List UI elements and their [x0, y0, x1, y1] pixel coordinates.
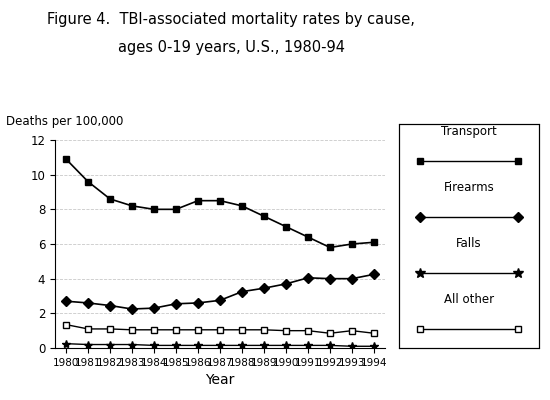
Transport — [283, 224, 289, 229]
All other — [239, 327, 245, 332]
Text: ages 0-19 years, U.S., 1980-94: ages 0-19 years, U.S., 1980-94 — [118, 40, 344, 55]
All other — [283, 328, 289, 333]
Transport — [349, 242, 355, 246]
All other — [327, 331, 333, 336]
Transport — [261, 214, 267, 219]
Line: Transport: Transport — [63, 156, 377, 251]
Line: Falls: Falls — [62, 340, 378, 350]
Firearms — [173, 302, 179, 306]
Transport — [217, 198, 223, 203]
Firearms — [151, 306, 157, 310]
All other — [305, 328, 311, 333]
Firearms — [129, 306, 135, 311]
Falls — [261, 343, 267, 348]
All other — [85, 326, 91, 331]
Firearms — [283, 282, 289, 286]
Transport — [371, 240, 377, 245]
Falls — [195, 343, 201, 348]
Text: Transport: Transport — [441, 125, 497, 138]
Transport — [107, 196, 113, 201]
Falls — [63, 341, 69, 346]
Falls — [85, 342, 91, 347]
Falls — [305, 343, 311, 348]
Transport — [305, 235, 311, 240]
Falls — [151, 343, 157, 348]
All other — [371, 331, 377, 336]
Transport — [63, 157, 69, 162]
All other — [261, 327, 267, 332]
Falls — [349, 344, 355, 349]
Transport — [85, 179, 91, 184]
Falls — [217, 343, 223, 348]
Falls — [173, 343, 179, 348]
Falls — [129, 342, 135, 347]
Firearms — [217, 298, 223, 303]
Line: Firearms: Firearms — [63, 271, 377, 312]
Firearms — [195, 300, 201, 305]
Transport — [173, 207, 179, 212]
Text: Deaths per 100,000: Deaths per 100,000 — [6, 115, 123, 128]
Firearms — [107, 303, 113, 308]
All other — [173, 327, 179, 332]
Firearms — [327, 276, 333, 281]
All other — [151, 327, 157, 332]
Text: Figure 4.  TBI-associated mortality rates by cause,: Figure 4. TBI-associated mortality rates… — [47, 12, 415, 27]
Firearms — [371, 272, 377, 277]
Firearms — [305, 275, 311, 280]
Firearms — [85, 300, 91, 305]
Transport — [151, 207, 157, 212]
Transport — [239, 204, 245, 208]
All other — [107, 326, 113, 331]
Transport — [129, 204, 135, 208]
Text: All other: All other — [444, 293, 494, 306]
Firearms — [349, 276, 355, 281]
Falls — [327, 343, 333, 348]
Firearms — [239, 289, 245, 294]
Text: Falls: Falls — [456, 237, 482, 250]
Falls — [283, 343, 289, 348]
All other — [129, 327, 135, 332]
Firearms — [261, 286, 267, 290]
Text: Firearms: Firearms — [443, 181, 494, 194]
All other — [195, 327, 201, 332]
Line: All other: All other — [63, 321, 377, 337]
Falls — [239, 343, 245, 348]
All other — [217, 327, 223, 332]
Transport — [327, 245, 333, 250]
X-axis label: Year: Year — [205, 373, 235, 387]
Falls — [371, 344, 377, 349]
Falls — [107, 342, 113, 347]
All other — [349, 328, 355, 333]
All other — [63, 322, 69, 327]
Transport — [195, 198, 201, 203]
Firearms — [63, 299, 69, 304]
